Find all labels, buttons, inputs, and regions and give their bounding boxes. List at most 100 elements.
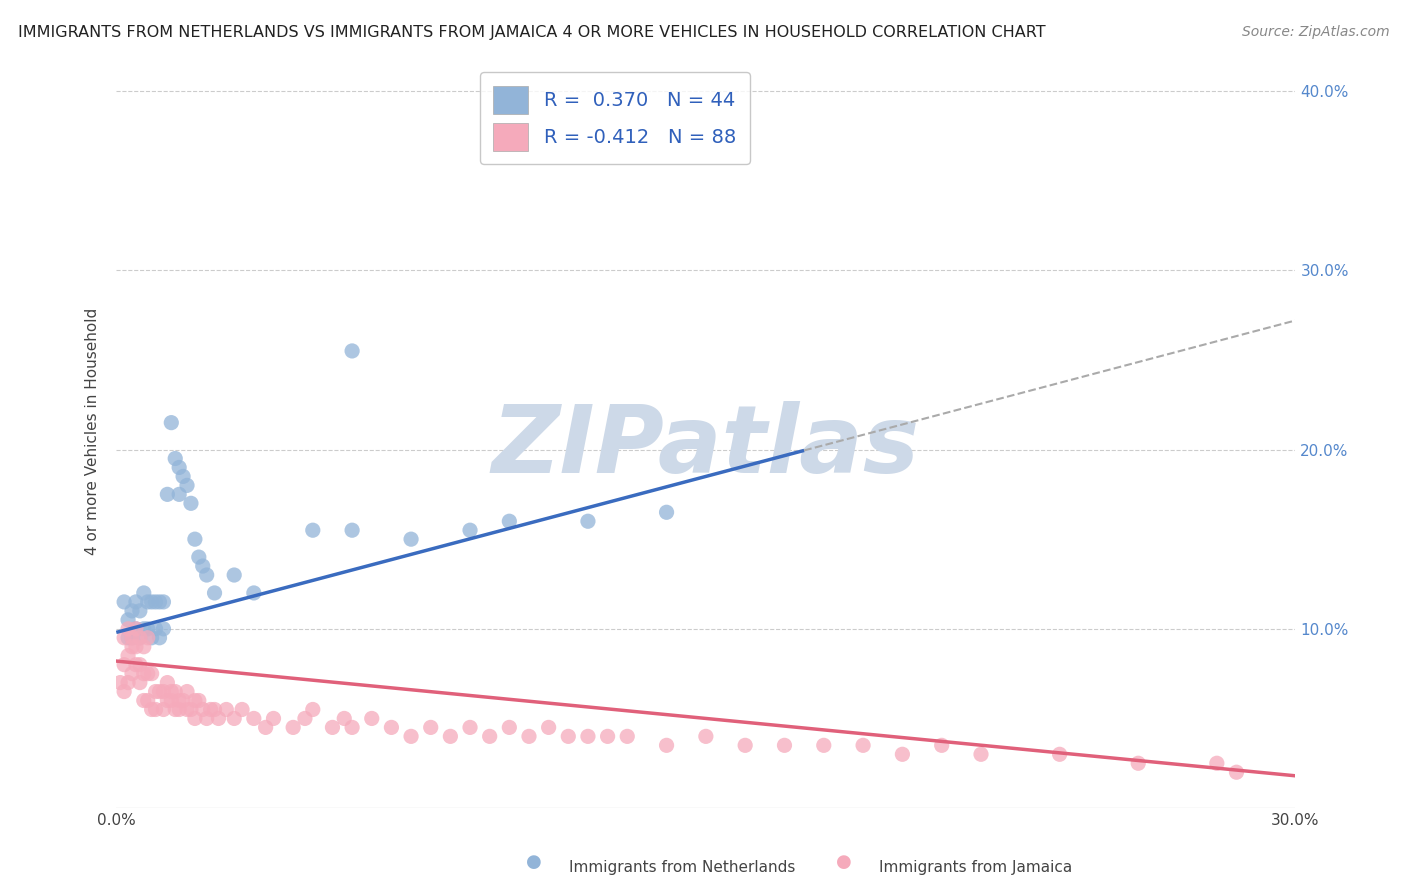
Point xyxy=(380,720,402,734)
Point xyxy=(1225,765,1247,780)
Point xyxy=(125,657,148,672)
Point xyxy=(160,684,183,698)
Point xyxy=(200,702,222,716)
Point xyxy=(128,657,150,672)
Point xyxy=(224,568,246,582)
Point xyxy=(112,684,135,698)
Point xyxy=(128,631,150,645)
Point xyxy=(191,559,214,574)
Point xyxy=(576,730,599,744)
Point xyxy=(340,343,363,358)
Point xyxy=(891,747,914,762)
Point xyxy=(148,684,170,698)
Point xyxy=(596,730,619,744)
Point xyxy=(576,514,599,528)
Point xyxy=(187,693,209,707)
Point xyxy=(165,702,187,716)
Point xyxy=(215,702,238,716)
Point xyxy=(204,702,226,716)
Point xyxy=(187,550,209,565)
Point xyxy=(176,478,198,492)
Point xyxy=(125,622,148,636)
Text: ●: ● xyxy=(835,853,852,871)
Point xyxy=(458,720,481,734)
Point xyxy=(231,702,253,716)
Point xyxy=(160,416,183,430)
Point xyxy=(243,711,266,725)
Point xyxy=(128,675,150,690)
Point xyxy=(121,640,143,654)
Point xyxy=(141,666,163,681)
Point xyxy=(773,739,796,753)
Point xyxy=(301,523,323,537)
Point xyxy=(117,613,139,627)
Point xyxy=(148,595,170,609)
Point xyxy=(128,631,150,645)
Point xyxy=(128,604,150,618)
Text: Immigrants from Netherlands: Immigrants from Netherlands xyxy=(569,860,796,874)
Point xyxy=(136,595,159,609)
Point xyxy=(254,720,277,734)
Point xyxy=(172,693,194,707)
Point xyxy=(180,496,202,510)
Point xyxy=(498,514,520,528)
Point xyxy=(195,568,218,582)
Point xyxy=(156,675,179,690)
Point xyxy=(458,523,481,537)
Point xyxy=(167,702,190,716)
Point xyxy=(132,586,155,600)
Point xyxy=(224,711,246,725)
Point xyxy=(333,711,356,725)
Point xyxy=(557,730,579,744)
Point xyxy=(141,595,163,609)
Point xyxy=(145,702,167,716)
Point xyxy=(184,693,207,707)
Point xyxy=(152,684,174,698)
Point xyxy=(121,666,143,681)
Point xyxy=(204,586,226,600)
Point xyxy=(399,730,422,744)
Point xyxy=(136,622,159,636)
Point xyxy=(132,693,155,707)
Point xyxy=(321,720,343,734)
Point xyxy=(112,631,135,645)
Point xyxy=(478,730,501,744)
Point xyxy=(439,730,461,744)
Point xyxy=(517,730,540,744)
Text: Immigrants from Jamaica: Immigrants from Jamaica xyxy=(879,860,1071,874)
Point xyxy=(1128,756,1150,771)
Point xyxy=(117,648,139,663)
Point xyxy=(136,631,159,645)
Point xyxy=(695,730,717,744)
Text: ZIPatlas: ZIPatlas xyxy=(492,401,920,492)
Point xyxy=(294,711,316,725)
Point xyxy=(340,523,363,537)
Point xyxy=(112,595,135,609)
Point xyxy=(121,631,143,645)
Point xyxy=(167,460,190,475)
Point xyxy=(360,711,382,725)
Point xyxy=(165,684,187,698)
Point xyxy=(160,693,183,707)
Point xyxy=(156,693,179,707)
Point xyxy=(125,640,148,654)
Point xyxy=(931,739,953,753)
Point xyxy=(117,622,139,636)
Point xyxy=(145,622,167,636)
Point xyxy=(152,622,174,636)
Point xyxy=(125,622,148,636)
Point xyxy=(180,702,202,716)
Point xyxy=(152,595,174,609)
Point xyxy=(399,532,422,546)
Point xyxy=(207,711,229,725)
Point xyxy=(281,720,304,734)
Point xyxy=(498,720,520,734)
Point xyxy=(136,693,159,707)
Point xyxy=(655,739,678,753)
Point xyxy=(141,702,163,716)
Point xyxy=(117,631,139,645)
Point xyxy=(132,640,155,654)
Point xyxy=(156,487,179,501)
Point xyxy=(340,720,363,734)
Point xyxy=(172,469,194,483)
